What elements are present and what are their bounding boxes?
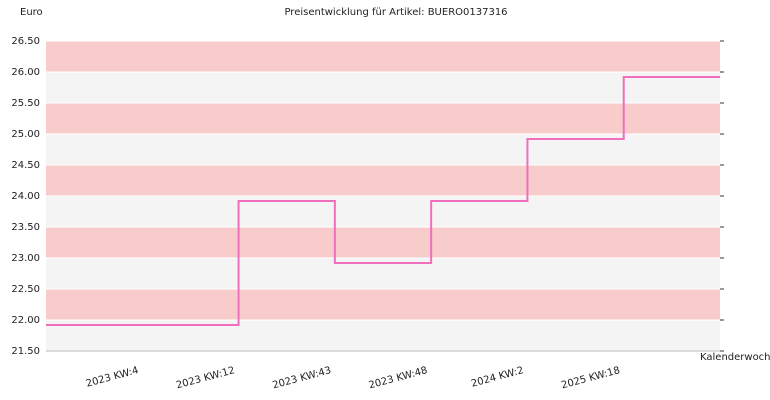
y-tick-label: 26.00 xyxy=(11,67,40,78)
y-tick-label: 25.00 xyxy=(11,129,40,140)
x-tick-label: 2023 KW:12 xyxy=(175,365,236,391)
y-tick-label: 25.50 xyxy=(11,98,40,109)
y-tick-label: 24.50 xyxy=(11,160,40,171)
y-tick-label: 23.00 xyxy=(11,253,40,264)
x-tick-label: 2024 KW:2 xyxy=(470,365,525,390)
grid-band xyxy=(46,72,720,103)
grid-band xyxy=(46,165,720,196)
y-tick-label: 23.50 xyxy=(11,222,40,233)
x-tick-label: 2023 KW:43 xyxy=(271,365,332,391)
x-axis-label: Kalenderwoche xyxy=(700,352,770,363)
price-line xyxy=(46,75,720,326)
y-tick-label: 26.50 xyxy=(11,36,40,47)
grid-band xyxy=(46,103,720,134)
y-tick-label: 24.00 xyxy=(11,191,40,202)
chart-title: Preisentwicklung für Artikel: BUERO01373… xyxy=(284,7,507,18)
y-tick-label: 22.00 xyxy=(11,315,40,326)
y-axis-label: Euro xyxy=(20,7,43,18)
grid-band xyxy=(46,289,720,320)
y-tick-label: 21.50 xyxy=(11,346,40,357)
y-tick-label: 22.50 xyxy=(11,284,40,295)
x-tick-label: 2023 KW:48 xyxy=(368,365,429,391)
grid-band xyxy=(46,41,720,72)
grid-band xyxy=(46,196,720,227)
x-tick-label: 2023 KW:4 xyxy=(85,365,140,390)
grid-band xyxy=(46,227,720,258)
x-tick-label: 2025 KW:18 xyxy=(560,365,621,391)
